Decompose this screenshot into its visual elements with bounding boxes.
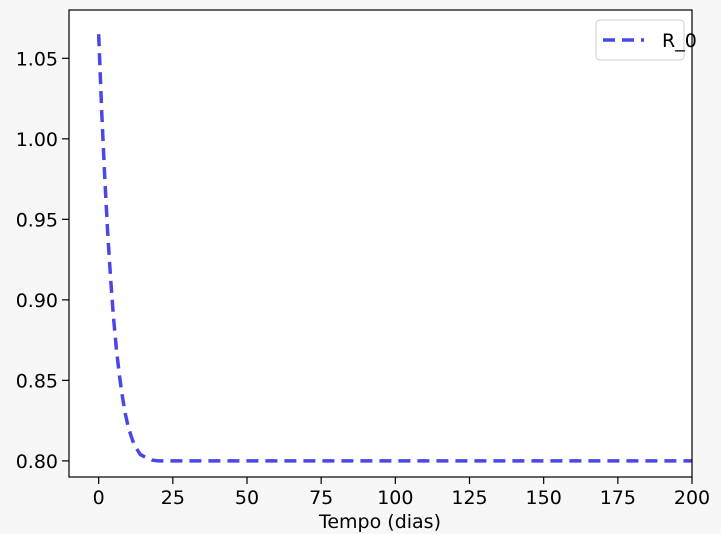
x-tick-label: 175 <box>600 487 636 509</box>
y-tick-label: 0.85 <box>16 370 58 392</box>
x-tick-label: 0 <box>93 487 105 509</box>
plot-frame <box>68 9 693 478</box>
x-axis-label: Tempo (dias) <box>318 511 441 533</box>
y-tick-label: 1.05 <box>16 48 58 70</box>
y-axis-ticks: 0.80 0.85 0.90 0.95 1.00 1.05 <box>16 48 69 473</box>
x-tick-label: 75 <box>309 487 333 509</box>
y-tick-label: 1.00 <box>16 129 58 151</box>
y-tick-label: 0.90 <box>16 290 58 312</box>
legend-box <box>595 19 685 61</box>
y-tick-label: 0.95 <box>16 209 58 231</box>
plot-area <box>69 10 692 477</box>
x-tick-label: 150 <box>526 487 562 509</box>
x-tick-label: 50 <box>235 487 259 509</box>
y-tick-label: 0.80 <box>16 451 58 473</box>
legend-label-r0: R_0 <box>662 30 697 52</box>
x-tick-label: 25 <box>161 487 185 509</box>
x-tick-label: 100 <box>377 487 413 509</box>
x-axis-ticks: 0 25 50 75 100 125 150 175 200 <box>93 477 710 509</box>
legend: R_0 <box>595 19 697 61</box>
x-tick-label: 200 <box>674 487 710 509</box>
series-line-r0 <box>96 34 692 463</box>
x-tick-label: 125 <box>451 487 487 509</box>
